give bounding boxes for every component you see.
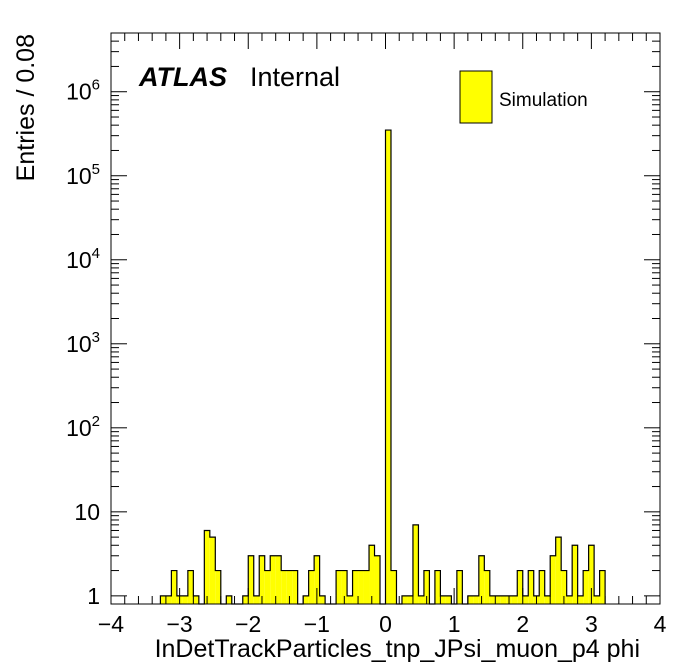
histogram-bin-12	[248, 555, 254, 604]
histogram-bars	[159, 129, 606, 605]
histogram-bin-45	[473, 595, 479, 604]
histogram-bin-5	[187, 570, 194, 604]
histogram-bin-54	[522, 595, 529, 604]
histogram-bin-42	[445, 595, 452, 604]
histogram-bin-58	[544, 595, 551, 604]
histogram-bin-24	[319, 595, 326, 604]
histogram-bin-23	[314, 555, 320, 604]
x-tick-label: −4	[98, 611, 124, 637]
histogram-bin-55	[528, 570, 534, 604]
histogram-bin-32	[374, 555, 381, 604]
histogram-bin-62	[566, 595, 573, 604]
histogram-bin-36	[407, 595, 413, 604]
histogram-bin-18	[281, 570, 287, 604]
histogram-bin-61	[561, 570, 567, 604]
histogram-bin-15	[264, 570, 271, 604]
y-tick-label: 1	[87, 583, 100, 609]
x-tick-label: 0	[379, 611, 392, 637]
histogram-bin-34	[390, 570, 397, 604]
histogram-bin-60	[555, 537, 562, 604]
histogram-bin-8	[209, 537, 216, 604]
histogram-bin-39	[423, 570, 430, 604]
histogram-bin-68	[599, 570, 606, 604]
histogram-bin-27	[347, 595, 353, 604]
histogram-bin-9	[215, 570, 221, 604]
histogram-bin-30	[363, 570, 370, 604]
histogram-bin-65	[583, 570, 589, 604]
histogram-bin-41	[440, 595, 446, 604]
x-tick-label: −3	[167, 611, 193, 637]
y-tick-label: 106	[66, 77, 100, 105]
histogram-bin-47	[484, 570, 490, 604]
histogram-bin-38	[418, 595, 424, 604]
histogram-bin-11	[242, 595, 249, 604]
y-tick-label: 10	[74, 499, 100, 525]
histogram-bin-44	[467, 595, 474, 604]
histogram-bin-0	[160, 595, 166, 604]
histogram-bin-40	[434, 570, 441, 604]
histogram-bin-59	[550, 555, 556, 604]
histogram-bin-46	[478, 555, 485, 604]
histogram-bin-49	[495, 595, 501, 604]
axis-ticks	[110, 32, 661, 604]
histogram-bin-21	[303, 595, 309, 604]
x-tick-label: −2	[235, 611, 261, 637]
histogram-bin-43	[456, 570, 463, 604]
histogram-bin-66	[588, 545, 595, 604]
histogram-bin-16	[270, 555, 276, 604]
histogram-bin-26	[341, 570, 348, 604]
histogram-outline	[159, 129, 606, 605]
histogram-bin-29	[358, 570, 364, 604]
histogram-bin-31	[369, 545, 375, 604]
atlas-label: ATLAS	[138, 62, 227, 92]
legend-entry-simulation: Simulation	[499, 90, 588, 111]
histogram-bin-17	[275, 555, 282, 604]
histogram-bin-7	[204, 530, 210, 604]
y-tick-label: 105	[66, 161, 100, 189]
histogram-bin-35	[401, 595, 408, 604]
histogram-bin-20	[292, 570, 298, 604]
histogram-bin-53	[517, 570, 523, 604]
histogram-bin-14	[259, 555, 265, 604]
y-tick-label: 102	[66, 413, 100, 441]
x-tick-label: 1	[448, 611, 461, 637]
x-tick-label: 3	[585, 611, 598, 637]
histogram-bin-2	[171, 570, 177, 604]
y-tick-label: 103	[66, 329, 100, 357]
histogram-bin-19	[286, 570, 293, 604]
histogram-bin-1	[165, 595, 172, 604]
histogram-bin-57	[539, 570, 545, 604]
histogram-bin-64	[577, 595, 584, 604]
histogram-bin-10	[226, 595, 232, 604]
x-tick-label: 4	[654, 611, 667, 637]
x-tick-label: −1	[304, 611, 330, 637]
histogram-bin-67	[594, 595, 600, 604]
histogram-bin-63	[572, 545, 578, 604]
histogram-bin-33	[385, 130, 391, 605]
y-tick-label: 104	[66, 245, 100, 273]
histogram-bin-22	[308, 570, 315, 604]
histogram-bin-4	[182, 595, 188, 604]
histogram-bin-48	[489, 595, 496, 604]
histogram-bin-6	[193, 595, 199, 604]
internal-label: Internal	[250, 62, 340, 92]
x-tick-label: 2	[516, 611, 529, 637]
histogram-bin-13	[253, 595, 260, 604]
x-axis-label: InDetTrackParticles_tnp_JPsi_muon_p4 phi	[155, 635, 640, 663]
axis-tick-labels: −4 −3 −2 −1 0 1 2 3 4 1 10 102 103 104 105 106	[66, 77, 667, 637]
plot-frame	[110, 32, 661, 605]
histogram-bin-37	[412, 524, 419, 604]
histogram-bin-52	[511, 595, 518, 604]
histogram-bin-28	[352, 570, 359, 604]
legend-swatch	[459, 70, 493, 124]
histogram-bin-25	[336, 570, 342, 604]
histogram-bin-50	[500, 595, 507, 604]
y-axis-label: Entries / 0.08	[12, 34, 40, 181]
legend: Simulation	[459, 70, 588, 124]
